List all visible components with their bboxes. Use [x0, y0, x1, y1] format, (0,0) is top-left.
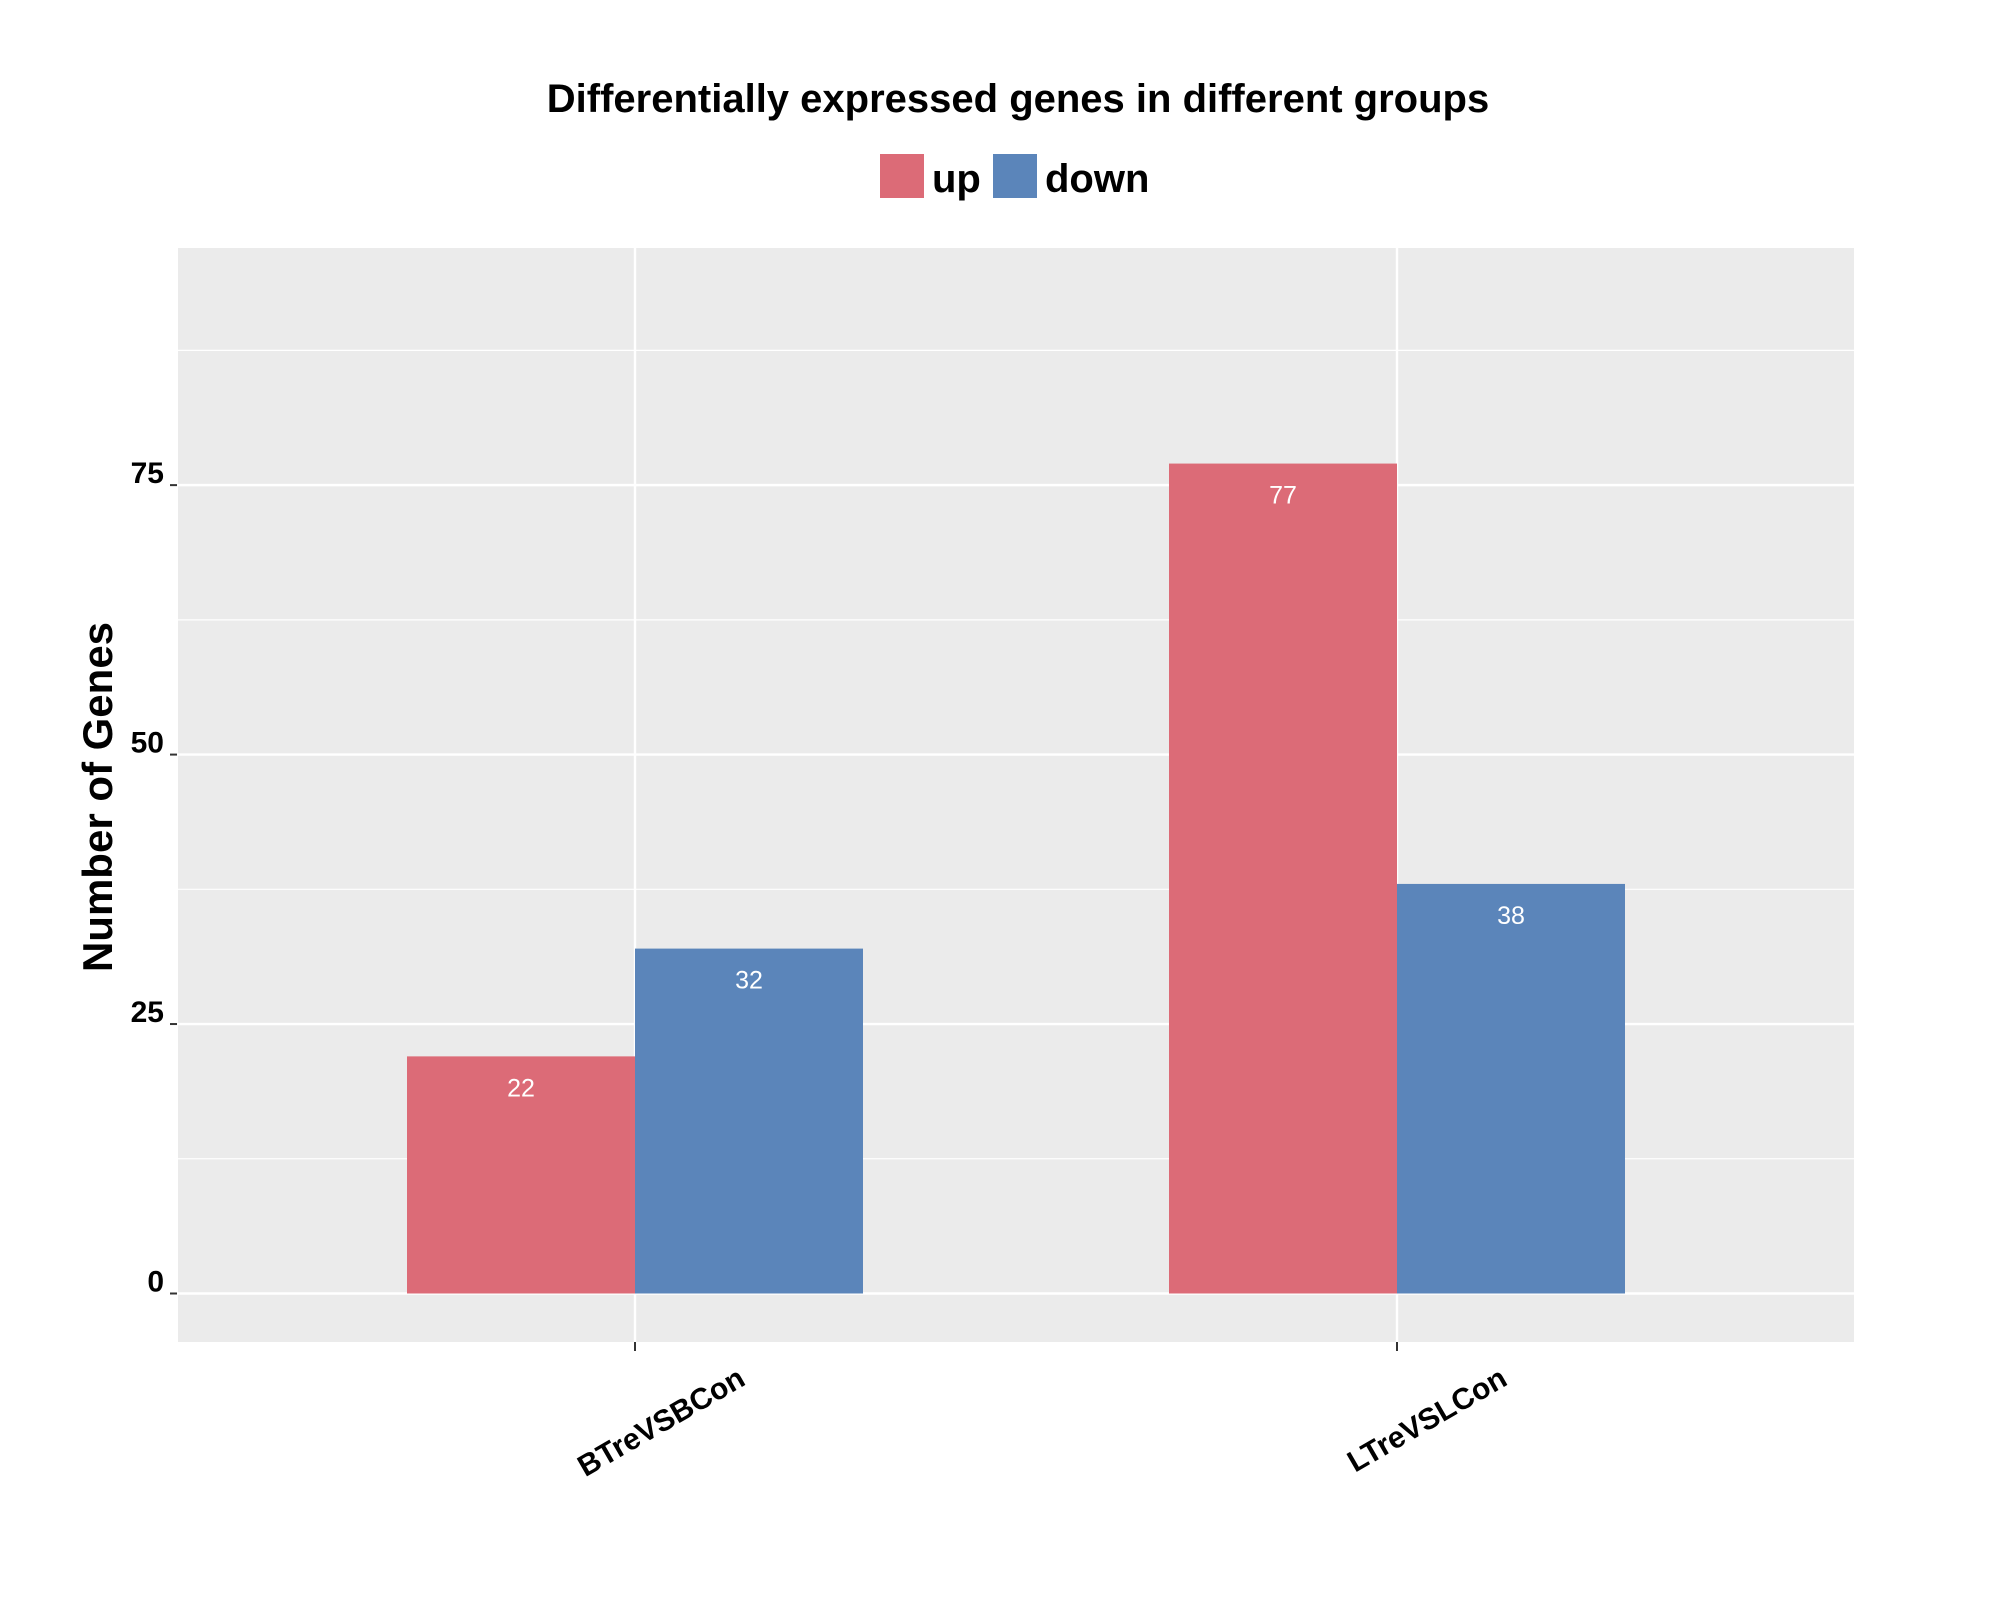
- y-axis-label: Number of Genes: [74, 622, 121, 972]
- data-label: 77: [1269, 482, 1297, 510]
- y-tick-label: 0: [147, 1265, 164, 1298]
- bar-down-BTreVSBCon: [635, 948, 863, 1294]
- data-labels: 22 77 32 38: [507, 482, 1525, 1103]
- y-axis: 0 25 50 75: [131, 457, 177, 1298]
- bars: [407, 463, 1625, 1294]
- legend-swatch-up: [880, 154, 924, 198]
- bar-up-BTreVSBCon: [407, 1056, 635, 1294]
- x-axis: BTreVSBCon LTreVSLCon: [572, 1342, 1513, 1483]
- bar-up-LTreVSLCon: [1169, 463, 1397, 1294]
- x-tick-label: BTreVSBCon: [572, 1361, 750, 1483]
- data-label: 38: [1497, 902, 1525, 930]
- bar-down-LTreVSLCon: [1397, 883, 1625, 1294]
- y-tick-label: 50: [131, 727, 164, 760]
- chart-title: Differentially expressed genes in differ…: [547, 77, 1489, 121]
- legend-label-down: down: [1045, 157, 1149, 201]
- data-label: 22: [507, 1074, 535, 1102]
- y-tick-label: 75: [131, 457, 164, 490]
- x-tick-label: LTreVSLCon: [1342, 1361, 1512, 1478]
- legend-label-up: up: [932, 157, 981, 201]
- data-label: 32: [735, 967, 763, 995]
- legend: up down: [880, 154, 1149, 201]
- legend-swatch-down: [993, 154, 1037, 198]
- y-tick-label: 25: [131, 996, 164, 1029]
